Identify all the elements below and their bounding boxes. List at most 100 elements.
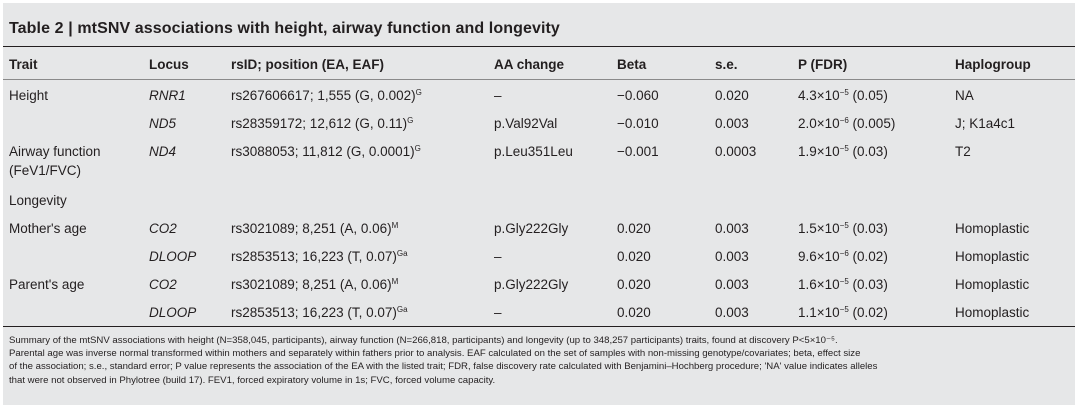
footnote-line: Parental age was inverse normal transfor… xyxy=(9,348,861,360)
table-caption: mtSNV associations with height, airway f… xyxy=(77,20,560,37)
p-exponent: −6 xyxy=(839,249,849,258)
cell-p-fdr: 9.6×10−6 (0.02) xyxy=(798,249,888,265)
cell-beta: 0.020 xyxy=(617,249,651,264)
cell-haplogroup: NA xyxy=(955,88,974,103)
cell-p-fdr: 2.0×10−6 (0.005) xyxy=(798,116,895,132)
rsid-superscript: G xyxy=(407,116,414,125)
cell-beta: 0.020 xyxy=(617,277,651,292)
cell-se: 0.003 xyxy=(715,221,749,236)
header-locus: Locus xyxy=(149,57,189,72)
cell-aa-change: – xyxy=(494,249,502,264)
cell-se: 0.020 xyxy=(715,88,749,103)
rsid-text: rs3088053; 11,812 (G, 0.0001) xyxy=(231,144,415,159)
rsid-text: rs267606617; 1,555 (G, 0.002) xyxy=(231,88,416,103)
cell-haplogroup: Homoplastic xyxy=(955,277,1030,292)
cell-trait: Mother's age xyxy=(9,221,87,236)
rsid-superscript: G xyxy=(415,88,422,97)
rsid-superscript: Ga xyxy=(396,305,408,314)
cell-locus: ND4 xyxy=(149,144,177,159)
cell-aa-change: p.Gly222Gly xyxy=(494,221,569,236)
rsid-superscript: M xyxy=(391,277,399,286)
table-number: Table 2 | xyxy=(9,20,78,37)
fdr-value: (0.02) xyxy=(848,305,888,320)
cell-rsid: rs3021089; 8,251 (A, 0.06)M xyxy=(231,221,398,237)
cell-se: 0.003 xyxy=(715,305,749,320)
p-exponent: −5 xyxy=(839,221,849,230)
cell-trait: Parent's age xyxy=(9,277,85,292)
header-beta: Beta xyxy=(617,57,647,72)
rsid-text: rs28359172; 12,612 (G, 0.11) xyxy=(231,116,408,131)
cell-haplogroup: T2 xyxy=(955,144,971,159)
fdr-value: (0.03) xyxy=(848,144,888,159)
cell-aa-change: p.Leu351Leu xyxy=(494,144,573,159)
p-exponent: −5 xyxy=(839,277,849,286)
cell-trait: Airway function xyxy=(9,144,101,159)
cell-p-fdr: 1.5×10−5 (0.03) xyxy=(798,221,888,237)
header-aa-change: AA change xyxy=(494,57,565,72)
rsid-text: rs2853513; 16,223 (T, 0.07) xyxy=(231,305,397,320)
p-mantissa: 1.6×10 xyxy=(798,277,840,292)
p-mantissa: 4.3×10 xyxy=(798,88,840,103)
fdr-value: (0.03) xyxy=(848,277,888,292)
header-haplogroup: Haplogroup xyxy=(955,57,1031,72)
p-mantissa: 2.0×10 xyxy=(798,116,840,131)
rsid-text: rs3021089; 8,251 (A, 0.06) xyxy=(231,277,392,292)
cell-beta: −0.010 xyxy=(617,116,659,131)
footnote-line: of the association; s.e., standard error… xyxy=(9,361,878,373)
bottom-rule xyxy=(3,326,1075,327)
cell-rsid: rs267606617; 1,555 (G, 0.002)G xyxy=(231,88,422,104)
p-exponent: −6 xyxy=(839,116,849,125)
p-mantissa: 9.6×10 xyxy=(798,249,840,264)
rsid-superscript: G xyxy=(414,144,421,153)
cell-locus: CO2 xyxy=(149,277,177,292)
cell-aa-change: p.Val92Val xyxy=(494,116,558,131)
cell-rsid: rs28359172; 12,612 (G, 0.11)G xyxy=(231,116,413,132)
p-mantissa: 1.5×10 xyxy=(798,221,840,236)
cell-aa-change: p.Gly222Gly xyxy=(494,277,569,292)
header-rule xyxy=(3,79,1075,80)
cell-p-fdr: 1.1×10−5 (0.02) xyxy=(798,305,888,321)
fdr-value: (0.03) xyxy=(848,221,888,236)
cell-beta: −0.001 xyxy=(617,144,659,159)
cell-haplogroup: Homoplastic xyxy=(955,221,1030,236)
rsid-superscript: M xyxy=(391,221,399,230)
p-exponent: −5 xyxy=(839,88,849,97)
cell-beta: −0.060 xyxy=(617,88,659,103)
p-exponent: −5 xyxy=(839,305,849,314)
top-rule xyxy=(3,46,1075,47)
cell-p-fdr: 1.9×10−5 (0.03) xyxy=(798,144,888,160)
cell-aa-change: – xyxy=(494,88,502,103)
header-rsid: rsID; position (EA, EAF) xyxy=(231,57,384,72)
cell-haplogroup: Homoplastic xyxy=(955,249,1030,264)
fdr-value: (0.005) xyxy=(848,116,896,131)
cell-trait: Height xyxy=(9,88,49,103)
cell-locus: RNR1 xyxy=(149,88,186,103)
cell-aa-change: – xyxy=(494,305,502,320)
cell-beta: 0.020 xyxy=(617,221,651,236)
cell-haplogroup: J; K1a4c1 xyxy=(955,116,1016,131)
rsid-text: rs3021089; 8,251 (A, 0.06) xyxy=(231,221,392,236)
cell-se: 0.003 xyxy=(715,277,749,292)
cell-se: 0.0003 xyxy=(715,144,757,159)
cell-locus: ND5 xyxy=(149,116,177,131)
cell-se: 0.003 xyxy=(715,116,749,131)
cell-p-fdr: 4.3×10−5 (0.05) xyxy=(798,88,888,104)
cell-haplogroup: Homoplastic xyxy=(955,305,1030,320)
table-title: Table 2 | mtSNV associations with height… xyxy=(9,20,560,38)
rsid-text: rs2853513; 16,223 (T, 0.07) xyxy=(231,249,397,264)
p-mantissa: 1.9×10 xyxy=(798,144,840,159)
cell-locus: CO2 xyxy=(149,221,177,236)
p-mantissa: 1.1×10 xyxy=(798,305,840,320)
footnote-line: Summary of the mtSNV associations with h… xyxy=(9,335,838,346)
cell-beta: 0.020 xyxy=(617,305,651,320)
cell-rsid: rs3021089; 8,251 (A, 0.06)M xyxy=(231,277,398,293)
cell-rsid: rs2853513; 16,223 (T, 0.07)Ga xyxy=(231,249,408,265)
table-panel: Table 2 | mtSNV associations with height… xyxy=(3,3,1075,405)
header-p-fdr: P (FDR) xyxy=(798,57,848,72)
cell-se: 0.003 xyxy=(715,249,749,264)
cell-trait: Longevity xyxy=(9,193,67,208)
fdr-value: (0.05) xyxy=(848,88,888,103)
cell-locus: DLOOP xyxy=(149,249,197,264)
table-footnote: Summary of the mtSNV associations with h… xyxy=(9,334,1069,387)
cell-locus: DLOOP xyxy=(149,305,197,320)
